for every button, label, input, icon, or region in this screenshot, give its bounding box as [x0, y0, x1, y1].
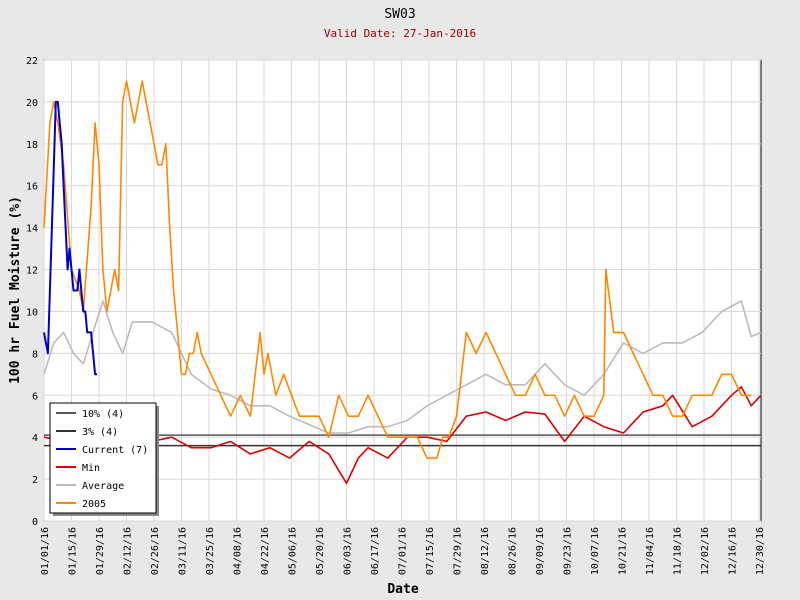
x-tick-label: 02/26/16 — [150, 527, 161, 575]
y-tick-label: 2 — [32, 475, 38, 486]
series-line-2005 — [43, 80, 752, 459]
x-tick-label: 06/03/16 — [343, 527, 354, 575]
grid — [43, 59, 761, 522]
series-line-average — [43, 300, 762, 434]
legend-label: Min — [82, 463, 100, 474]
x-tick-label: 05/06/16 — [288, 527, 299, 575]
y-axis-label: 100 hr Fuel Moisture (%) — [8, 196, 23, 384]
x-tick-label: 12/30/16 — [755, 527, 766, 575]
y-tick-label: 10 — [26, 307, 38, 318]
legend-label: 10% (4) — [82, 409, 124, 420]
chart-subtitle: Valid Date: 27-Jan-2016 — [324, 27, 476, 40]
x-tick-label: 10/21/16 — [618, 527, 629, 575]
y-tick-label: 6 — [32, 391, 38, 402]
y-tick-label: 14 — [26, 224, 38, 235]
x-tick-label: 10/07/16 — [590, 527, 601, 575]
legend-box — [49, 402, 157, 514]
x-tick-label: 01/01/16 — [40, 527, 51, 575]
y-tick-label: 16 — [26, 182, 38, 193]
x-tick-label: 02/12/16 — [123, 527, 134, 575]
x-tick-label: 11/18/16 — [673, 527, 684, 575]
ticks: 0 2 4 6 8 10 12 14 16 18 20 22 01/01/16 01/15/16 01/29… — [26, 56, 766, 575]
x-tick-label: 07/01/16 — [398, 527, 409, 575]
legend: 10% (4) 3% (4) Current (7) Min Average 2005 — [49, 402, 159, 516]
series-group — [43, 80, 762, 485]
x-tick-label: 03/11/16 — [178, 527, 189, 575]
chart-title: SW03 — [384, 7, 415, 22]
legend-label: Current (7) — [82, 445, 148, 456]
y-tick-label: 18 — [26, 140, 38, 151]
x-tick-label: 05/20/16 — [315, 527, 326, 575]
x-tick-label: 03/25/16 — [205, 527, 216, 575]
x-tick-label: 01/15/16 — [68, 527, 79, 575]
x-tick-label: 04/22/16 — [260, 527, 271, 575]
plot-area — [43, 59, 762, 522]
y-tick-label: 4 — [32, 433, 38, 444]
y-tick-label: 8 — [32, 349, 38, 360]
legend-label: 2005 — [82, 499, 106, 510]
y-tick-label: 22 — [26, 56, 38, 67]
x-tick-label: 08/26/16 — [508, 527, 519, 575]
legend-label: Average — [82, 481, 124, 492]
series-line-current-7 — [43, 100, 97, 376]
x-tick-label: 11/04/16 — [645, 527, 656, 575]
x-tick-label: 12/02/16 — [700, 527, 711, 575]
legend-label: 3% (4) — [82, 427, 118, 438]
x-tick-label: 07/29/16 — [453, 527, 464, 575]
x-tick-label: 07/15/16 — [425, 527, 436, 575]
x-tick-label: 09/09/16 — [535, 527, 546, 575]
x-axis-label: Date — [387, 582, 418, 597]
x-tick-label: 12/16/16 — [728, 527, 739, 575]
x-tick-label: 08/12/16 — [480, 527, 491, 575]
y-tick-label: 20 — [26, 98, 38, 109]
x-tick-label: 09/23/16 — [563, 527, 574, 575]
x-tick-label: 06/17/16 — [370, 527, 381, 575]
x-tick-label: 04/08/16 — [233, 527, 244, 575]
x-tick-label: 01/29/16 — [95, 527, 106, 575]
y-tick-label: 12 — [26, 266, 38, 277]
y-tick-label: 0 — [32, 517, 38, 528]
